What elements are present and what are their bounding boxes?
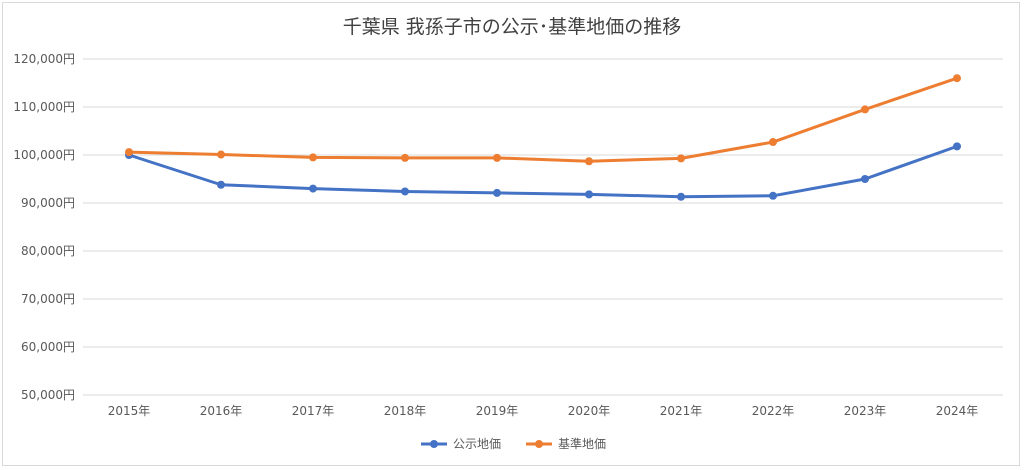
y-tick-label: 50,000円 [21,388,75,402]
data-point [861,175,869,183]
data-point [217,180,225,189]
x-tick-label: 2015年 [108,404,151,418]
x-tick-label: 2016年 [200,404,243,418]
data-point [585,190,593,199]
x-tick-label: 2020年 [568,404,611,418]
data-point [125,148,133,157]
data-point [217,150,225,159]
series-line-1 [127,144,959,199]
y-axis-tick-labels: 50,000円 60,000円 70,000円 80,000円 90,000円 100,0… [13,52,75,402]
data-point [401,187,409,196]
data-point [953,74,961,83]
legend: 公示地価 基準地価 [421,436,606,451]
data-point [769,138,777,147]
y-tick-label: 80,000円 [21,244,75,258]
y-tick-label: 100,000円 [13,148,75,162]
x-tick-label: 2022年 [752,404,795,418]
legend-label-2: 基準地価 [558,436,606,451]
y-tick-label: 60,000円 [21,340,75,354]
legend-label-1: 公示地価 [453,437,501,451]
line-chart: 千葉県 我孫子市の公示･基準地価の推移 50,000円 60,000円 70,000… [13,16,1003,451]
data-point [769,191,777,200]
data-point [493,188,501,197]
data-point [401,153,409,162]
data-point [309,153,317,162]
x-tick-label: 2021年 [660,404,703,418]
data-point [309,184,317,193]
x-tick-label: 2018年 [384,404,427,418]
x-axis-tick-labels: 2015年 2016年 2017年 2018年 2019年 2020年 2021年 2022年… [108,404,979,418]
data-point [861,105,869,114]
data-point [585,157,593,166]
y-tick-label: 120,000円 [13,52,75,66]
series-lines [125,74,961,201]
x-tick-label: 2017年 [292,404,335,418]
legend-marker-1 [430,440,438,448]
x-tick-label: 2023年 [844,404,887,418]
data-point [493,153,501,162]
data-point [677,192,685,201]
chart-title: 千葉県 我孫子市の公示･基準地価の推移 [343,16,682,38]
series-line-2 [127,76,959,163]
data-point [953,142,961,151]
y-tick-label: 70,000円 [21,292,75,306]
x-tick-label: 2019年 [476,404,519,418]
y-tick-label: 110,000円 [13,100,75,114]
x-tick-label: 2024年 [936,404,979,418]
y-tick-label: 90,000円 [21,196,75,210]
legend-marker-2 [535,440,543,448]
data-point [677,154,685,163]
